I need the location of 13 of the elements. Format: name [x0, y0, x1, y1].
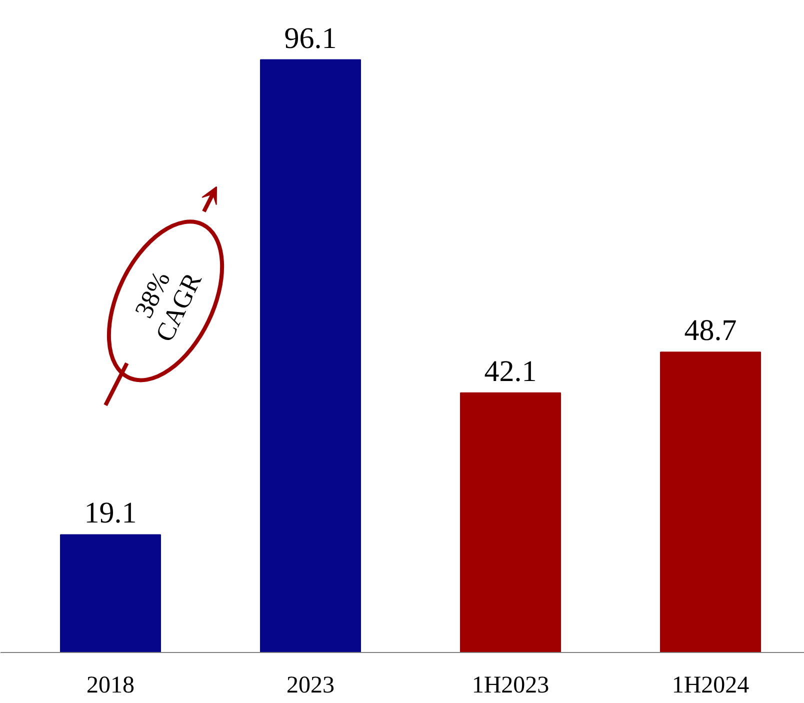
x-tick-label: 2018 [86, 672, 134, 698]
data-label: 48.7 [684, 314, 737, 348]
data-label: 42.1 [484, 354, 537, 388]
x-tick-label: 2023 [286, 672, 334, 698]
x-tick-label: 1H2024 [672, 672, 750, 698]
bar [460, 392, 561, 652]
bar [660, 352, 761, 652]
bar [260, 59, 361, 652]
annotation: 38% CAGR [129, 266, 208, 346]
bar [60, 534, 161, 652]
data-label: 96.1 [284, 22, 337, 55]
data-label: 19.1 [84, 496, 137, 530]
x-tick-label: 1H2023 [472, 672, 550, 698]
